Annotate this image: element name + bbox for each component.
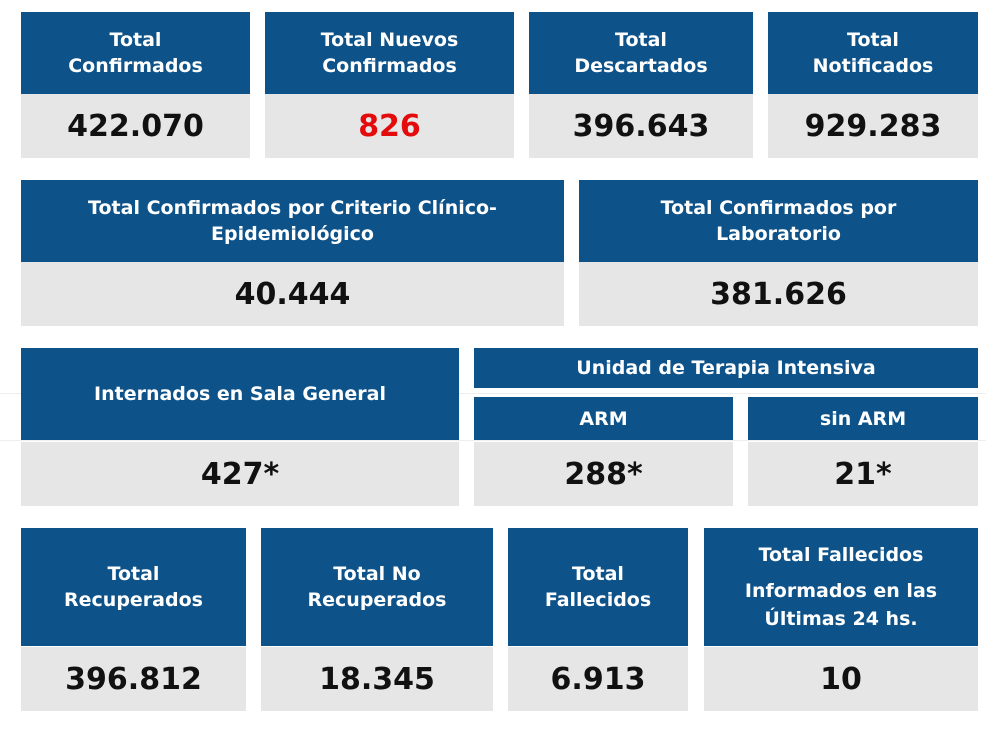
card-header: Total Descartados (529, 12, 753, 94)
header-line: Epidemiológico (211, 223, 374, 245)
card-total-no-recuperados: Total No Recuperados 18.345 (261, 528, 493, 711)
card-confirmados-criterio-clinico: Total Confirmados por Criterio Clínico- … (21, 180, 564, 326)
card-total-fallecidos: Total Fallecidos 6.913 (508, 528, 688, 711)
card-internados-sala-general: Internados en Sala General 427* (21, 348, 459, 506)
card-total-recuperados: Total Recuperados 396.812 (21, 528, 246, 711)
card-total-nuevos-confirmados: Total Nuevos Confirmados 826 (265, 12, 514, 158)
card-value: 396.812 (21, 647, 246, 711)
header-line: Recuperados (64, 589, 203, 611)
card-header: Total Confirmados por Criterio Clínico- … (21, 180, 564, 262)
header-line: Total Confirmados por Criterio Clínico- (88, 197, 497, 219)
card-value: 422.070 (21, 94, 250, 158)
header-line: Total Nuevos (320, 29, 459, 51)
card-fallecidos-ultimas-24hs: Total Fallecidos Informados en las Últim… (704, 528, 978, 711)
card-header: Total Recuperados (21, 528, 246, 646)
card-total-confirmados: Total Confirmados 422.070 (21, 12, 250, 158)
card-header: Total Confirmados por Laboratorio (579, 180, 978, 262)
card-uti-sin-arm: sin ARM 21* (748, 397, 978, 506)
card-header: Total Fallecidos Informados en las Últim… (704, 528, 978, 646)
header-line: Total (109, 29, 162, 51)
card-total-descartados: Total Descartados 396.643 (529, 12, 753, 158)
card-header: Total Fallecidos (508, 528, 688, 646)
card-header: ARM (474, 397, 733, 440)
header-line: Laboratorio (716, 223, 841, 245)
header-line: Confirmados (68, 55, 203, 77)
card-confirmados-laboratorio: Total Confirmados por Laboratorio 381.62… (579, 180, 978, 326)
card-value: 6.913 (508, 647, 688, 711)
header-line: Total (615, 29, 667, 51)
header-line: Total Fallecidos (758, 544, 924, 566)
header-line: ARM (579, 407, 628, 430)
card-header: sin ARM (748, 397, 978, 440)
card-value: 21* (748, 442, 978, 506)
card-uti-arm: ARM 288* (474, 397, 733, 506)
card-header: Total No Recuperados (261, 528, 493, 646)
card-value: 396.643 (529, 94, 753, 158)
header-line: sin ARM (819, 407, 907, 430)
header-line: Total (572, 563, 624, 585)
card-value: 40.444 (21, 262, 564, 326)
card-value-highlight: 826 (265, 94, 514, 158)
header-line: Descartados (574, 55, 708, 77)
card-header: Internados en Sala General (21, 348, 459, 440)
card-value: 288* (474, 442, 733, 506)
header-line: Notificados (812, 55, 934, 77)
card-value: 381.626 (579, 262, 978, 326)
card-value: 10 (704, 647, 978, 711)
card-header: Total Notificados (768, 12, 978, 94)
header-line: Fallecidos (544, 589, 652, 611)
card-header: Total Confirmados (21, 12, 250, 94)
header-line: Últimas 24 hs. (764, 608, 918, 630)
header-line: Confirmados (322, 55, 457, 77)
header-line: Total Confirmados por (660, 197, 897, 219)
card-value: 18.345 (261, 647, 493, 711)
header-line: Total (847, 29, 899, 51)
card-header: Total Nuevos Confirmados (265, 12, 514, 94)
header-line: Informados en las (744, 580, 938, 602)
header-line: Total No (333, 563, 421, 585)
uti-header-band: Unidad de Terapia Intensiva (474, 348, 978, 388)
card-value: 929.283 (768, 94, 978, 158)
uti-title: Unidad de Terapia Intensiva (474, 348, 978, 388)
card-value: 427* (21, 442, 459, 506)
header-line: Recuperados (307, 589, 447, 611)
header-line: Internados en Sala General (94, 383, 386, 405)
card-total-notificados: Total Notificados 929.283 (768, 12, 978, 158)
header-line: Unidad de Terapia Intensiva (576, 357, 876, 379)
header-line: Total (107, 563, 160, 585)
